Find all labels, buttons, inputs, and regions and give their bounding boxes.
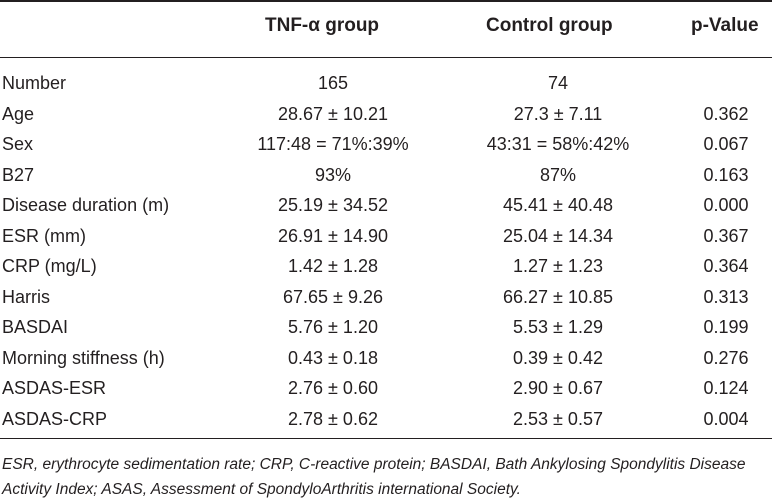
table-row: Sex 117:48 = 71%:39% 43:31 = 58%:42% 0.0… [0,132,772,162]
row-label: Morning stiffness (h) [2,347,165,368]
table-row: ESR (mm) 26.91 ± 14.90 25.04 ± 14.34 0.3… [0,224,772,254]
header-rule [0,57,772,58]
control-value: 2.53 ± 0.57 [513,408,603,429]
row-label: B27 [2,164,35,185]
control-value: 87% [539,164,577,185]
table-footnote: ESR, erythrocyte sedimentation rate; CRP… [2,456,746,498]
tnf-value: 93% [314,164,352,185]
control-value: 66.27 ± 10.85 [503,286,613,307]
row-label: ASDAS-CRP [2,408,108,429]
row-label: ESR (mm) [2,225,86,246]
header-p-value: p-Value [691,15,759,36]
tnf-value: 165 [317,73,349,93]
row-label: Sex [2,134,34,154]
control-value: 43:31 = 58%:42% [486,134,630,154]
p-value: 0.364 [703,256,749,276]
control-value: 74 [547,73,569,93]
tnf-value: 1.42 ± 1.28 [288,256,378,276]
p-value: 0.276 [703,347,749,368]
table-row: Disease duration (m) 25.19 ± 34.52 45.41… [0,193,772,223]
row-label: CRP (mg/L) [2,256,97,276]
table-row: ASDAS-CRP 2.78 ± 0.62 2.53 ± 0.57 0.004 [0,407,772,437]
p-value: 0.004 [703,408,749,429]
control-value: 1.27 ± 1.23 [513,256,603,276]
table-row: Age 28.67 ± 10.21 27.3 ± 7.11 0.362 [0,102,772,132]
table-top-rule [0,0,772,2]
control-value: 45.41 ± 40.48 [503,195,613,215]
table-row: Morning stiffness (h) 0.43 ± 0.18 0.39 ±… [0,346,772,376]
table-row: BASDAI 5.76 ± 1.20 5.53 ± 1.29 0.199 [0,315,772,345]
table-row: ASDAS-ESR 2.76 ± 0.60 2.90 ± 0.67 0.124 [0,376,772,406]
p-value: 0.163 [703,164,749,185]
table-row: B27 93% 87% 0.163 [0,163,772,193]
table-row: CRP (mg/L) 1.42 ± 1.28 1.27 ± 1.23 0.364 [0,254,772,284]
tnf-value: 28.67 ± 10.21 [278,103,388,124]
control-value: 25.04 ± 14.34 [503,225,613,246]
row-label: Harris [2,286,50,307]
row-label: Number [2,73,67,93]
p-value: 0.000 [703,195,749,215]
p-value: 0.362 [703,103,749,124]
tnf-value: 25.19 ± 34.52 [278,195,388,215]
header-tnf-group: TNF-α group [265,15,380,36]
tnf-value: 0.43 ± 0.18 [288,347,378,368]
table-bottom-rule [0,438,772,439]
tnf-value: 117:48 = 71%:39% [257,134,409,154]
p-value: 0.367 [703,225,749,246]
control-value: 2.90 ± 0.67 [513,378,603,398]
p-value: 0.199 [703,317,749,337]
table-row: Harris 67.65 ± 9.26 66.27 ± 10.85 0.313 [0,285,772,315]
control-value: 27.3 ± 7.11 [513,103,603,124]
table-row: Number 165 74 [0,71,772,101]
row-label: BASDAI [2,317,69,337]
p-value: 0.067 [703,134,749,154]
tnf-value: 2.76 ± 0.60 [288,378,378,398]
tnf-value: 26.91 ± 14.90 [278,225,388,246]
p-value: 0.313 [703,286,749,307]
header-control-group: Control group [486,15,613,36]
row-label: Age [2,103,35,124]
tnf-value: 2.78 ± 0.62 [288,408,378,429]
row-label: Disease duration (m) [2,195,170,215]
tnf-value: 67.65 ± 9.26 [283,286,383,307]
tnf-value: 5.76 ± 1.20 [288,317,378,337]
p-value: 0.124 [703,378,749,398]
control-value: 5.53 ± 1.29 [513,317,603,337]
row-label: ASDAS-ESR [2,378,107,398]
control-value: 0.39 ± 0.42 [513,347,603,368]
